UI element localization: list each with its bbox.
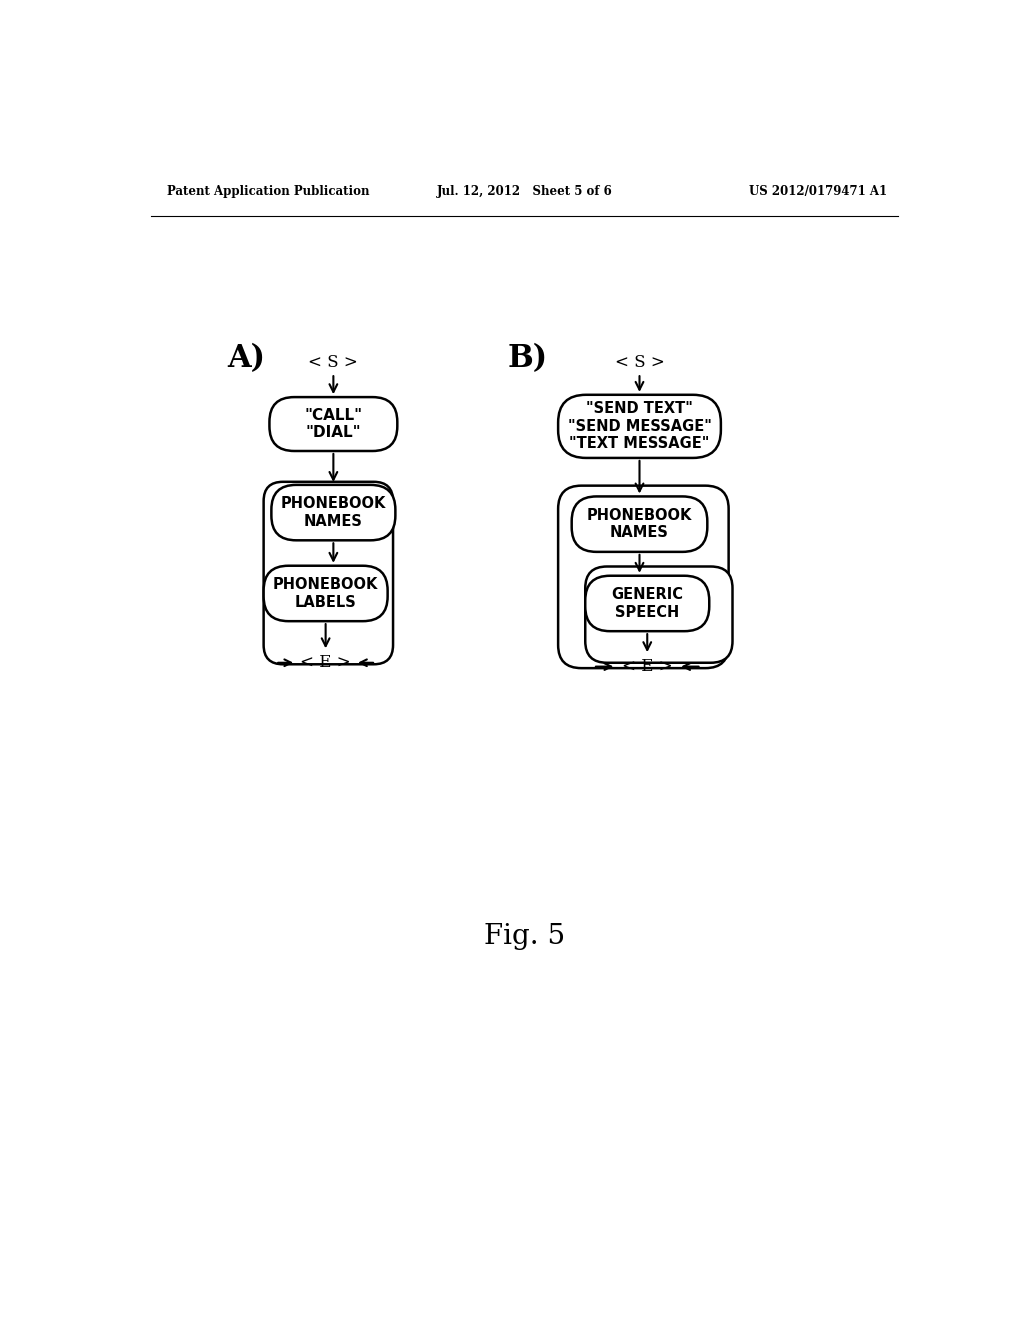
Text: Jul. 12, 2012   Sheet 5 of 6: Jul. 12, 2012 Sheet 5 of 6: [437, 185, 612, 198]
FancyBboxPatch shape: [269, 397, 397, 451]
Text: B): B): [508, 343, 548, 374]
Text: < S >: < S >: [308, 354, 358, 371]
FancyBboxPatch shape: [271, 484, 395, 540]
FancyBboxPatch shape: [263, 566, 388, 622]
Text: < E >: < E >: [300, 655, 351, 672]
Text: PHONEBOOK
NAMES: PHONEBOOK NAMES: [587, 508, 692, 540]
FancyBboxPatch shape: [586, 576, 710, 631]
Text: < E >: < E >: [622, 659, 673, 675]
FancyBboxPatch shape: [558, 395, 721, 458]
Text: Fig. 5: Fig. 5: [484, 923, 565, 949]
Text: GENERIC
SPEECH: GENERIC SPEECH: [611, 587, 683, 619]
FancyBboxPatch shape: [571, 496, 708, 552]
FancyBboxPatch shape: [558, 486, 729, 668]
FancyBboxPatch shape: [586, 566, 732, 663]
Text: PHONEBOOK
NAMES: PHONEBOOK NAMES: [281, 496, 386, 529]
Text: PHONEBOOK
LABELS: PHONEBOOK LABELS: [273, 577, 378, 610]
FancyBboxPatch shape: [263, 482, 393, 664]
Text: < S >: < S >: [614, 354, 665, 371]
Text: "SEND TEXT"
"SEND MESSAGE"
"TEXT MESSAGE": "SEND TEXT" "SEND MESSAGE" "TEXT MESSAGE…: [567, 401, 712, 451]
Text: US 2012/0179471 A1: US 2012/0179471 A1: [750, 185, 888, 198]
Text: A): A): [227, 343, 265, 374]
Text: Patent Application Publication: Patent Application Publication: [167, 185, 370, 198]
Text: "CALL"
"DIAL": "CALL" "DIAL": [304, 408, 362, 441]
